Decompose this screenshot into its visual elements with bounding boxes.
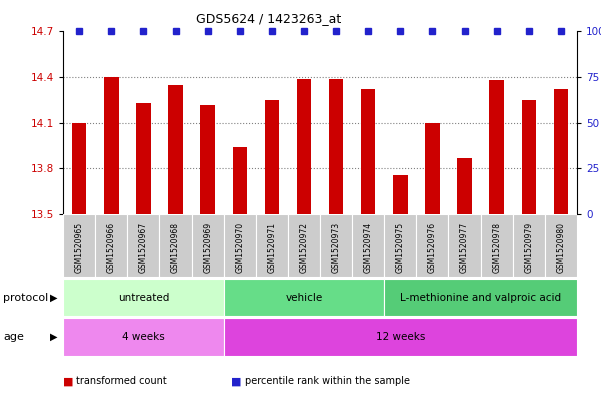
Text: GSM1520972: GSM1520972 <box>299 222 308 273</box>
Bar <box>554 89 568 214</box>
Bar <box>104 77 118 214</box>
Text: GSM1520978: GSM1520978 <box>492 222 501 273</box>
Text: ■: ■ <box>231 376 242 386</box>
Text: GSM1520968: GSM1520968 <box>171 222 180 273</box>
Bar <box>72 123 87 214</box>
Bar <box>352 214 384 277</box>
Bar <box>264 100 279 214</box>
Text: GSM1520973: GSM1520973 <box>332 222 341 273</box>
Bar <box>489 80 504 214</box>
Bar <box>320 214 352 277</box>
Text: protocol: protocol <box>3 293 48 303</box>
Bar <box>297 79 311 214</box>
Text: 4 weeks: 4 weeks <box>122 332 165 342</box>
Bar <box>481 214 513 277</box>
Bar <box>224 279 384 316</box>
Bar <box>63 214 95 277</box>
Bar <box>457 158 472 214</box>
Bar <box>393 174 407 214</box>
Bar <box>95 214 127 277</box>
Bar <box>200 105 215 214</box>
Text: GSM1520976: GSM1520976 <box>428 222 437 273</box>
Text: GSM1520977: GSM1520977 <box>460 222 469 273</box>
Bar <box>127 214 159 277</box>
Text: GSM1520970: GSM1520970 <box>235 222 244 273</box>
Bar <box>63 318 224 356</box>
Bar <box>63 279 224 316</box>
Bar <box>448 214 481 277</box>
Bar <box>136 103 151 214</box>
Bar <box>233 147 247 214</box>
Text: 12 weeks: 12 weeks <box>376 332 425 342</box>
Text: L-methionine and valproic acid: L-methionine and valproic acid <box>400 293 561 303</box>
Text: untreated: untreated <box>118 293 169 303</box>
Text: GSM1520974: GSM1520974 <box>364 222 373 273</box>
Text: GSM1520969: GSM1520969 <box>203 222 212 273</box>
Text: GSM1520965: GSM1520965 <box>75 222 84 273</box>
Bar <box>224 318 577 356</box>
Bar <box>416 214 448 277</box>
Bar <box>513 214 545 277</box>
Bar <box>522 100 536 214</box>
Text: GSM1520979: GSM1520979 <box>524 222 533 273</box>
Text: GSM1520967: GSM1520967 <box>139 222 148 273</box>
Bar <box>361 89 376 214</box>
Text: ▶: ▶ <box>50 293 57 303</box>
Text: vehicle: vehicle <box>285 293 323 303</box>
Bar <box>192 214 224 277</box>
Text: age: age <box>3 332 24 342</box>
Text: percentile rank within the sample: percentile rank within the sample <box>245 376 410 386</box>
Bar <box>329 79 343 214</box>
Bar <box>426 123 440 214</box>
Text: ■: ■ <box>63 376 73 386</box>
Text: GDS5624 / 1423263_at: GDS5624 / 1423263_at <box>196 12 341 25</box>
Bar <box>384 279 577 316</box>
Bar <box>384 214 416 277</box>
Text: ▶: ▶ <box>50 332 57 342</box>
Bar <box>159 214 192 277</box>
Text: GSM1520980: GSM1520980 <box>557 222 566 273</box>
Text: GSM1520971: GSM1520971 <box>267 222 276 273</box>
Text: GSM1520966: GSM1520966 <box>107 222 116 273</box>
Bar <box>545 214 577 277</box>
Bar <box>224 214 256 277</box>
Text: GSM1520975: GSM1520975 <box>396 222 405 273</box>
Bar <box>168 85 183 214</box>
Text: transformed count: transformed count <box>76 376 167 386</box>
Bar <box>288 214 320 277</box>
Bar <box>256 214 288 277</box>
